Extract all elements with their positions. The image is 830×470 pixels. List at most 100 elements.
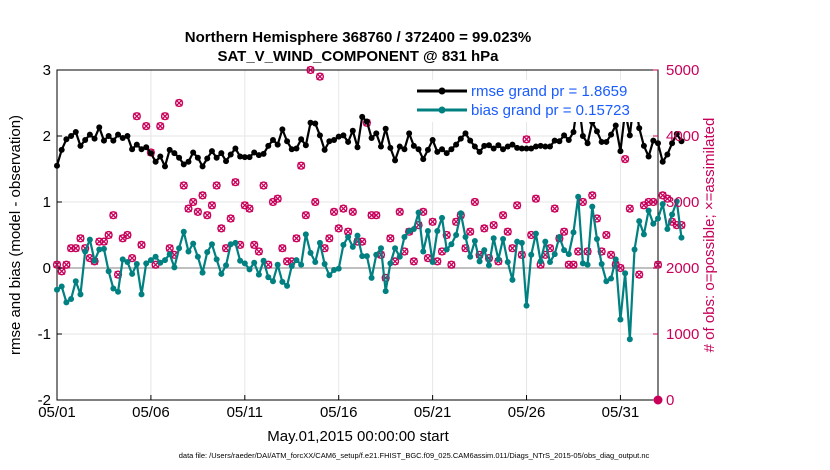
- bias-point: [345, 233, 352, 240]
- x-axis-label: May.01,2015 00:00:00 start: [267, 428, 449, 445]
- series-layer: [52, 65, 686, 405]
- bias-point: [147, 257, 154, 264]
- obs-assimilated-marker: [62, 261, 71, 269]
- bias-point: [467, 253, 474, 260]
- obs-possible-marker: [329, 207, 339, 217]
- obs-possible-marker: [513, 201, 522, 210]
- obs-assimilated-marker: [109, 211, 118, 219]
- obs-assimilated-marker: [626, 204, 634, 213]
- x-tick-label: 05/06: [132, 404, 170, 421]
- bias-point: [561, 247, 568, 254]
- obs-assimilated-marker: [166, 244, 174, 252]
- rmse-point: [161, 163, 168, 170]
- legend-rmse-label: rmse grand pr = 1.8659: [471, 83, 627, 100]
- rmse-point: [63, 136, 70, 143]
- rmse-point: [598, 138, 605, 145]
- rmse-point: [171, 150, 178, 157]
- obs-possible-marker: [95, 237, 104, 246]
- obs-assimilated-marker: [607, 251, 615, 259]
- rmse-point: [509, 141, 516, 148]
- obs-possible-marker: [428, 217, 437, 226]
- rmse-point: [551, 137, 558, 144]
- obs-assimilated-marker: [128, 254, 136, 262]
- legend-box: [413, 80, 654, 122]
- obs-possible-marker: [160, 112, 170, 121]
- x-tick-label: 05/11: [227, 404, 263, 421]
- obs-possible-marker: [409, 257, 418, 266]
- rmse-point: [227, 151, 234, 158]
- bias-point: [241, 260, 248, 267]
- rmse-point: [96, 124, 103, 131]
- rmse-point: [246, 154, 253, 161]
- bias-point: [462, 233, 469, 240]
- obs-assimilated-marker: [156, 122, 164, 130]
- rmse-point: [584, 140, 591, 147]
- obs-possible-marker: [292, 234, 301, 243]
- rmse-point: [650, 137, 657, 144]
- bias-point: [387, 260, 394, 267]
- bias-point: [471, 237, 478, 244]
- obs-possible-marker: [644, 197, 653, 207]
- rmse-point: [617, 148, 624, 155]
- obs-assimilated-marker: [217, 224, 225, 233]
- obs-assimilated-marker: [297, 162, 305, 170]
- bias-point: [547, 259, 554, 266]
- rmse-point: [659, 158, 666, 165]
- bias-point: [518, 239, 525, 246]
- obs-assimilated-marker: [316, 72, 324, 81]
- rmse-point: [260, 150, 267, 157]
- rmse-point: [500, 146, 507, 153]
- bias-point: [476, 258, 483, 265]
- bias-point: [424, 228, 431, 235]
- obs-assimilated-marker: [621, 155, 629, 163]
- bias-point: [575, 193, 582, 200]
- x-tick-label: 05/21: [414, 404, 452, 421]
- obs-assimilated-marker: [72, 244, 80, 252]
- obs-assimilated-marker: [250, 241, 258, 249]
- bias-point: [626, 336, 633, 343]
- bias-point: [570, 229, 577, 236]
- y-tick-label-right: 4000: [666, 128, 699, 145]
- obs-assimilated-marker: [654, 261, 662, 269]
- rmse-point: [429, 136, 436, 143]
- rmse-point: [457, 135, 464, 142]
- bias-point: [180, 228, 187, 235]
- bias-point: [218, 270, 225, 277]
- rmse-point: [368, 134, 375, 141]
- obs-assimilated-marker: [123, 231, 132, 239]
- obs-assimilated-marker: [325, 234, 333, 242]
- bias-point: [429, 259, 436, 266]
- bias-point: [617, 316, 624, 323]
- obs-assimilated-marker: [142, 122, 150, 130]
- obs-possible-marker: [71, 244, 80, 253]
- rmse-point: [340, 132, 347, 139]
- y-axis-label-left: rmse and bias (model - observation): [7, 115, 24, 355]
- obs-possible-marker: [447, 260, 456, 269]
- obs-possible-marker: [109, 211, 118, 220]
- obs-assimilated-marker: [471, 198, 479, 206]
- rmse-point: [293, 145, 300, 152]
- bias-point: [340, 241, 347, 248]
- bias-point: [143, 260, 150, 267]
- rmse-point: [213, 154, 220, 161]
- obs-possible-marker: [386, 234, 395, 243]
- bias-point: [138, 291, 145, 298]
- obs-possible-marker: [606, 250, 616, 259]
- obs-assimilated-marker: [227, 214, 235, 223]
- obs-possible-marker: [99, 237, 109, 246]
- bias-point: [598, 261, 605, 268]
- obs-assimilated-marker: [663, 195, 672, 203]
- obs-possible-marker: [315, 72, 325, 81]
- bias-point: [443, 246, 450, 253]
- rmse-point: [561, 132, 568, 139]
- rmse-point: [410, 142, 417, 149]
- bias-point: [82, 248, 89, 255]
- bias-point: [274, 261, 281, 268]
- rmse-point: [166, 146, 173, 153]
- bias-point: [105, 268, 112, 275]
- obs-possible-marker: [189, 197, 198, 207]
- rmse-point: [547, 143, 554, 150]
- bias-point: [603, 278, 610, 285]
- bias-point: [532, 230, 539, 237]
- rmse-point: [204, 155, 211, 162]
